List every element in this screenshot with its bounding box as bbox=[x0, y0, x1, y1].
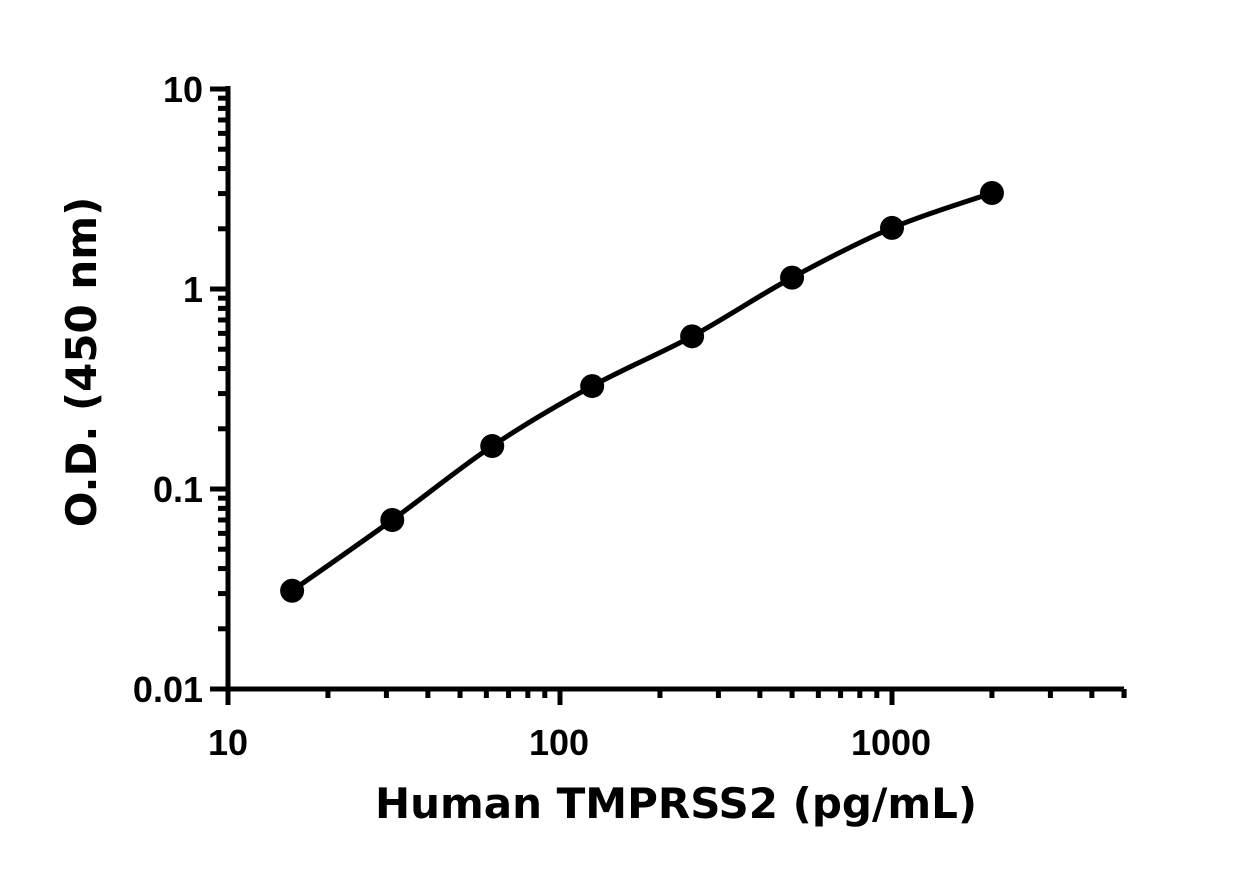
x-axis bbox=[210, 686, 1127, 705]
y-axis bbox=[210, 86, 231, 701]
x-tick-label: 10 bbox=[208, 722, 248, 763]
fitted-curve bbox=[289, 190, 995, 594]
data-point bbox=[580, 374, 605, 399]
data-point bbox=[780, 265, 805, 290]
y-tick-label: 0.01 bbox=[133, 669, 203, 710]
data-point bbox=[880, 215, 904, 240]
data-point bbox=[680, 324, 705, 349]
data-point bbox=[480, 434, 505, 459]
data-point bbox=[280, 578, 305, 603]
x-tick-labels: 10 100 1000 bbox=[208, 722, 931, 763]
x-tick-label: 1000 bbox=[851, 722, 931, 763]
data-point bbox=[380, 507, 405, 532]
y-tick-label: 10 bbox=[163, 69, 203, 110]
y-tick-labels: 10 1 0.1 0.01 bbox=[133, 69, 203, 710]
y-tick-label: 1 bbox=[183, 269, 203, 310]
y-axis-title: O.D. (450 nm) bbox=[57, 197, 106, 528]
x-tick-label: 100 bbox=[529, 722, 589, 763]
x-axis-title: Human TMPRSS2 (pg/mL) bbox=[375, 779, 977, 828]
data-point bbox=[979, 180, 1004, 205]
y-tick-label: 0.1 bbox=[153, 469, 203, 510]
data-points bbox=[280, 180, 1004, 603]
